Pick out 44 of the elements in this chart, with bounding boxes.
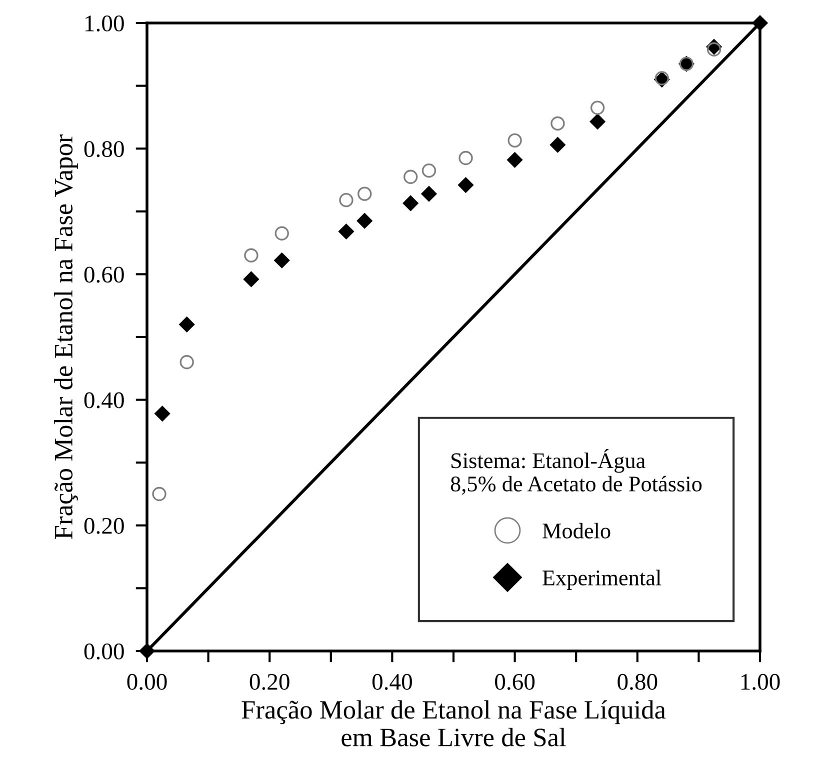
x-tick-label: 0.40 <box>372 674 412 690</box>
point <box>550 116 565 131</box>
point <box>179 316 195 332</box>
x-tick-label: 0.80 <box>618 674 658 690</box>
point <box>180 355 194 370</box>
point <box>274 226 289 240</box>
y-tick-label: 0.60 <box>84 266 124 283</box>
point <box>550 137 566 153</box>
point <box>139 643 155 659</box>
point <box>402 196 418 211</box>
point <box>590 100 605 115</box>
point <box>508 133 522 148</box>
legend-label: Modelo <box>542 522 610 538</box>
point <box>152 486 166 502</box>
x-axis-title: Fração Molar de Etanol na Fase Líquida em Base Livre de Sal <box>242 700 666 746</box>
point <box>752 15 768 31</box>
point <box>421 186 437 202</box>
x-tick-label: 0.60 <box>495 674 535 690</box>
legend-label: Experimental <box>542 570 662 590</box>
y-tick-label: 1.00 <box>86 15 124 32</box>
point <box>356 213 372 229</box>
x-tick-label: 0.00 <box>127 674 167 690</box>
point <box>458 177 474 193</box>
point <box>154 406 170 422</box>
point <box>338 224 354 240</box>
point <box>458 150 473 166</box>
point <box>244 272 259 287</box>
y-axis-title: Fração Molar de Etanol na Fase Vapor <box>54 134 78 539</box>
point <box>422 163 436 178</box>
y-tick-label: 0.80 <box>84 141 124 158</box>
point <box>507 152 523 168</box>
point <box>590 114 606 130</box>
point <box>358 186 372 201</box>
y-tick-label: 0.00 <box>84 643 124 660</box>
point <box>244 248 258 262</box>
point <box>404 170 418 184</box>
y-tick-label: 0.20 <box>84 518 124 534</box>
point <box>274 252 290 268</box>
x-tick-label: 0.20 <box>250 674 290 690</box>
point <box>706 42 722 56</box>
point <box>339 193 354 208</box>
y-tick-label: 0.40 <box>84 392 124 408</box>
legend-title: Sistema: Etanol-Água 8,5% de Acetato de Potássio <box>450 448 702 495</box>
x-tick-label: 1.00 <box>741 674 780 690</box>
